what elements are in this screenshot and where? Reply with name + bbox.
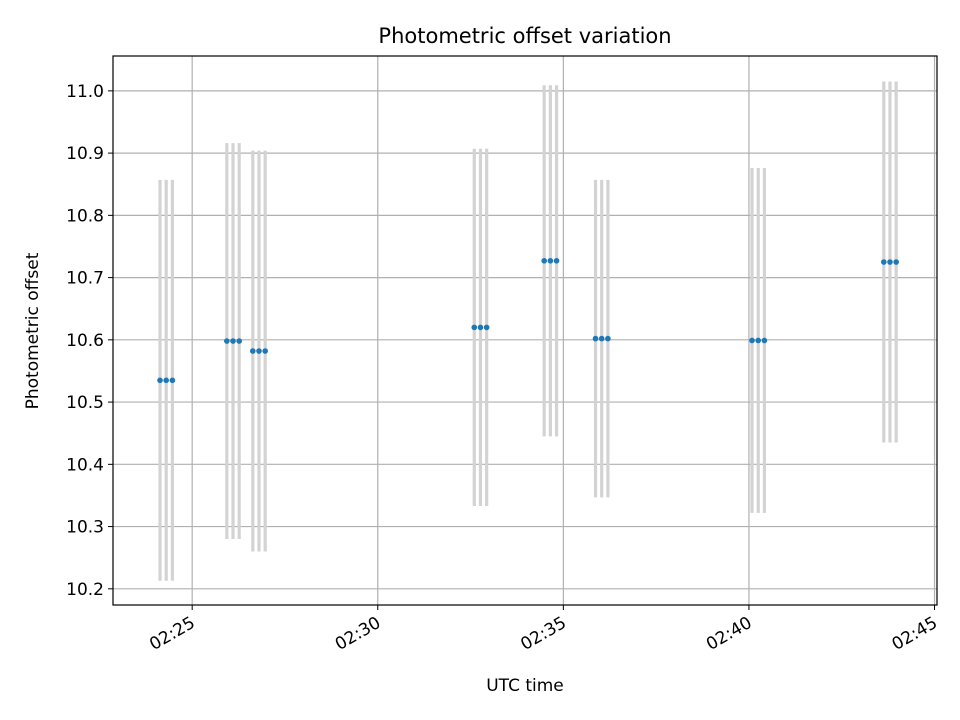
- y-tick-label-0: 10.2: [66, 580, 104, 600]
- data-point-2-2: [262, 348, 268, 354]
- x-axis-label: UTC time: [486, 676, 564, 696]
- y-tick-label-6: 10.8: [66, 206, 104, 226]
- data-point-3-2: [483, 324, 490, 331]
- data-point-3-1: [477, 324, 484, 331]
- y-tick-label-2: 10.4: [66, 455, 104, 475]
- y-tick-label-3: 10.5: [66, 393, 104, 413]
- plot-frame: [112, 55, 938, 606]
- chart-title: Photometric offset variation: [378, 24, 671, 48]
- data-points: [157, 257, 899, 384]
- data-point-4-0: [541, 257, 547, 264]
- data-point-2-1: [256, 348, 262, 354]
- data-point-5-1: [598, 335, 605, 342]
- y-tick-label-5: 10.7: [66, 269, 104, 289]
- data-point-5-2: [605, 335, 611, 342]
- data-point-2-0: [250, 348, 256, 354]
- data-point-0-2: [169, 377, 176, 384]
- y-axis-label: Photometric offset: [23, 252, 43, 409]
- data-point-4-1: [547, 257, 554, 264]
- data-point-4-2: [553, 257, 560, 264]
- y-tick-label-1: 10.3: [66, 518, 104, 538]
- grid: [113, 56, 937, 605]
- y-tick-label-8: 11.0: [66, 82, 104, 102]
- data-point-7-0: [880, 259, 887, 265]
- data-point-6-1: [755, 337, 762, 344]
- data-point-3-0: [471, 324, 478, 331]
- data-point-6-0: [749, 337, 755, 344]
- data-point-0-1: [163, 377, 170, 384]
- data-point-5-0: [592, 335, 599, 342]
- plot-area: [113, 56, 937, 605]
- data-point-1-1: [230, 338, 236, 344]
- y-axis: 10.2 10.3 10.4 10.5 10.6 10.7 10.8 10.9 11.0: [66, 82, 113, 600]
- data-point-0-0: [157, 377, 163, 384]
- data-point-1-2: [236, 338, 242, 344]
- y-tick-label-7: 10.9: [66, 144, 104, 164]
- data-point-7-2: [893, 259, 899, 265]
- y-tick-label-4: 10.6: [66, 331, 104, 351]
- data-point-1-0: [224, 338, 230, 344]
- data-point-7-1: [887, 259, 893, 265]
- data-point-6-2: [761, 337, 768, 344]
